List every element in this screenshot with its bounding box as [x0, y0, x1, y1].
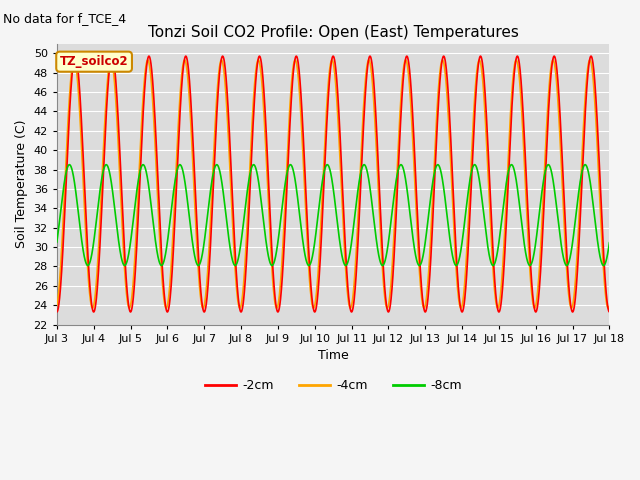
Text: No data for f_TCE_4: No data for f_TCE_4	[3, 12, 126, 25]
X-axis label: Time: Time	[318, 349, 349, 362]
Title: Tonzi Soil CO2 Profile: Open (East) Temperatures: Tonzi Soil CO2 Profile: Open (East) Temp…	[148, 24, 518, 39]
Legend: -2cm, -4cm, -8cm: -2cm, -4cm, -8cm	[200, 374, 467, 397]
Y-axis label: Soil Temperature (C): Soil Temperature (C)	[15, 120, 28, 248]
Text: TZ_soilco2: TZ_soilco2	[60, 55, 129, 68]
